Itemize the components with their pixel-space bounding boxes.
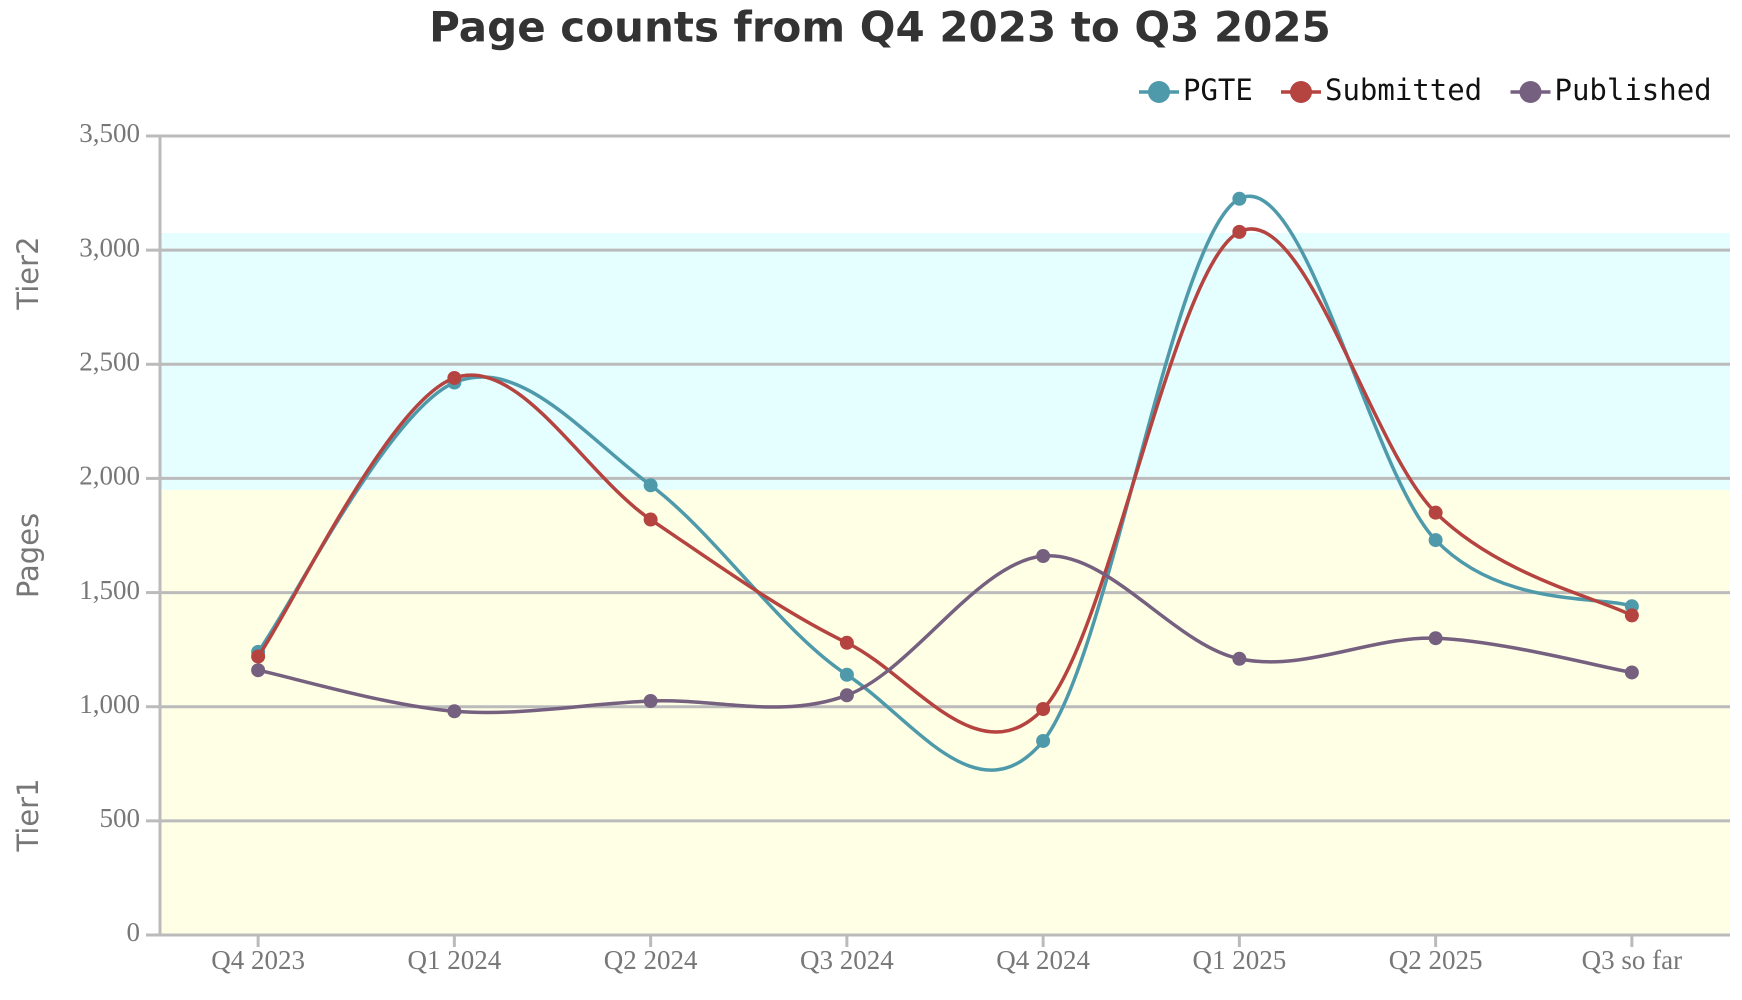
data-point [1036,733,1051,748]
y-tick-label: 2,500 [79,346,140,376]
chart-title: Page counts from Q4 2023 to Q3 2025 [429,3,1331,52]
x-tick-label: Q1 2025 [1193,945,1287,975]
y-axis-label: Pages [11,513,45,598]
data-point [839,688,854,703]
data-point [839,635,854,650]
band-label: Tier1 [11,778,45,852]
y-tick-label: 3,500 [79,118,140,148]
legend-marker [1290,81,1312,103]
legend-marker [1148,81,1170,103]
plot-band [160,233,1730,490]
y-tick-label: 0 [127,917,141,947]
x-tick-label: Q3 2024 [800,945,894,975]
series-line [257,554,1633,715]
data-point [251,649,266,664]
legend-label: Submitted [1325,73,1482,107]
data-point [251,663,266,678]
y-tick-label: 1,500 [79,575,140,605]
data-point [1232,651,1247,666]
data-point [1428,505,1443,520]
y-tick-label: 3,000 [79,232,140,262]
legend-label: Published [1555,73,1712,107]
x-tick-label: Q2 2024 [604,945,698,975]
legend-marker [1519,81,1542,103]
data-point [1232,224,1247,239]
y-tick-label: 500 [100,803,141,833]
data-point [839,667,854,682]
data-point [447,704,462,719]
data-point [643,478,658,493]
data-point [1036,549,1051,564]
data-point [1428,533,1443,548]
y-tick-label: 1,000 [79,689,140,719]
x-tick-label: Q4 2024 [996,945,1090,975]
series-line [256,227,1633,734]
data-point [1624,665,1639,680]
data-point [1036,701,1051,716]
data-point [1624,608,1639,623]
x-tick-label: Q3 so far [1582,945,1682,975]
x-tick-label: Q4 2023 [211,945,305,975]
data-point [1232,191,1247,206]
y-tick-label: 2,000 [79,461,140,491]
data-point [643,694,658,709]
legend-label: PGTE [1183,73,1253,107]
x-tick-label: Q2 2025 [1389,945,1483,975]
data-point [447,370,462,385]
x-tick-label: Q1 2024 [408,945,502,975]
band-label: Tier2 [11,236,45,310]
data-point [643,512,658,527]
data-point [1428,631,1443,646]
